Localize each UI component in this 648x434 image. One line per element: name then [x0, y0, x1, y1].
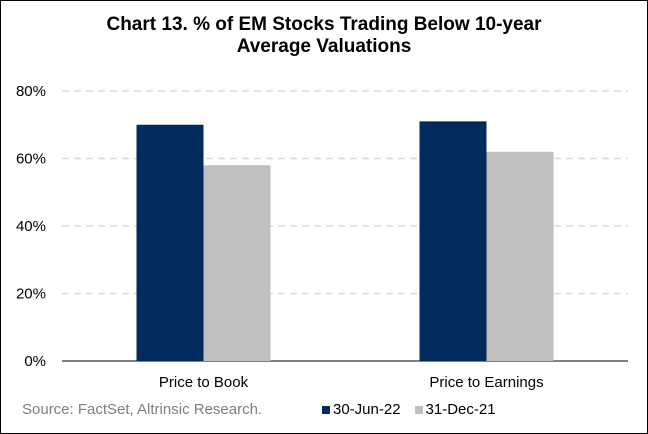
chart-title-line-2: Average Valuations — [236, 36, 412, 57]
x-category-label-1: Price to Book — [159, 374, 249, 391]
bar-2-series-1 — [419, 121, 487, 361]
chart-title-line-1: Chart 13. % of EM Stocks Trading Below 1… — [106, 14, 542, 35]
legend-swatch-series-1 — [322, 405, 330, 414]
legend-swatch-series-2 — [414, 405, 423, 414]
chart-title: Chart 13. % of EM Stocks Trading Below 1… — [0, 14, 648, 58]
y-tick-label-3: 60% — [16, 151, 46, 168]
legend-item-series-2: 31-Dec-21 — [414, 401, 496, 418]
bar-1-series-1 — [136, 124, 204, 361]
bar-2-series-2 — [486, 151, 554, 361]
legend-item-series-1: 30-Jun-22 — [322, 401, 401, 418]
y-tick-label-2: 40% — [16, 218, 46, 235]
legend-label-series-2: 31-Dec-21 — [425, 401, 496, 418]
bar-1-series-2 — [203, 165, 271, 361]
y-tick-label-4: 80% — [16, 83, 46, 100]
x-category-label-2: Price to Earnings — [429, 374, 543, 391]
source-note: Source: FactSet, Altrinsic Research. — [22, 401, 263, 418]
legend-label-series-1: 30-Jun-22 — [333, 401, 401, 418]
y-tick-label-1: 20% — [16, 286, 46, 303]
legend: 30-Jun-22 31-Dec-21 — [322, 401, 510, 418]
y-tick-label-0: 0% — [24, 353, 46, 370]
